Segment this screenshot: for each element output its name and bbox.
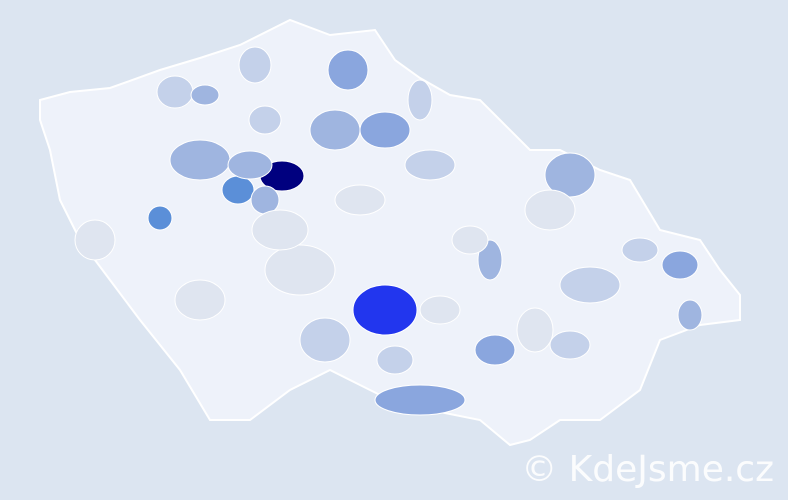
district-region[interactable] bbox=[227, 150, 273, 180]
district-region[interactable] bbox=[559, 266, 621, 304]
district-region[interactable] bbox=[374, 384, 466, 416]
district-region[interactable] bbox=[156, 75, 194, 109]
district-region[interactable] bbox=[334, 184, 386, 216]
country-shape bbox=[39, 18, 741, 447]
district-region[interactable] bbox=[352, 284, 418, 336]
district-region[interactable] bbox=[451, 225, 489, 255]
district-region[interactable] bbox=[621, 237, 659, 263]
district-region[interactable] bbox=[250, 185, 280, 215]
district-region[interactable] bbox=[248, 105, 282, 135]
district-region[interactable] bbox=[544, 152, 596, 198]
district-region[interactable] bbox=[74, 219, 116, 261]
district-region[interactable] bbox=[477, 239, 503, 281]
district-region[interactable] bbox=[309, 109, 361, 151]
district-region[interactable] bbox=[419, 295, 461, 325]
district-region[interactable] bbox=[147, 205, 173, 231]
district-region[interactable] bbox=[327, 49, 369, 91]
district-region[interactable] bbox=[190, 84, 220, 106]
district-region[interactable] bbox=[169, 139, 231, 181]
district-region[interactable] bbox=[661, 250, 699, 280]
district-region[interactable] bbox=[524, 189, 576, 231]
watermark: © KdeJsme.cz bbox=[521, 449, 774, 490]
district-region[interactable] bbox=[516, 307, 554, 353]
country-outline bbox=[39, 18, 741, 447]
district-region[interactable] bbox=[549, 330, 591, 360]
district-region[interactable] bbox=[174, 279, 226, 321]
district-region[interactable] bbox=[677, 299, 703, 331]
district-region[interactable] bbox=[376, 345, 414, 375]
district-region[interactable] bbox=[251, 209, 309, 251]
district-region[interactable] bbox=[404, 149, 456, 181]
district-region[interactable] bbox=[221, 175, 255, 205]
district-region[interactable] bbox=[299, 317, 351, 363]
district-region[interactable] bbox=[238, 46, 272, 84]
district-region[interactable] bbox=[359, 111, 411, 149]
district-region[interactable] bbox=[264, 244, 336, 296]
district-region[interactable] bbox=[474, 334, 516, 366]
district-region[interactable] bbox=[407, 79, 433, 121]
